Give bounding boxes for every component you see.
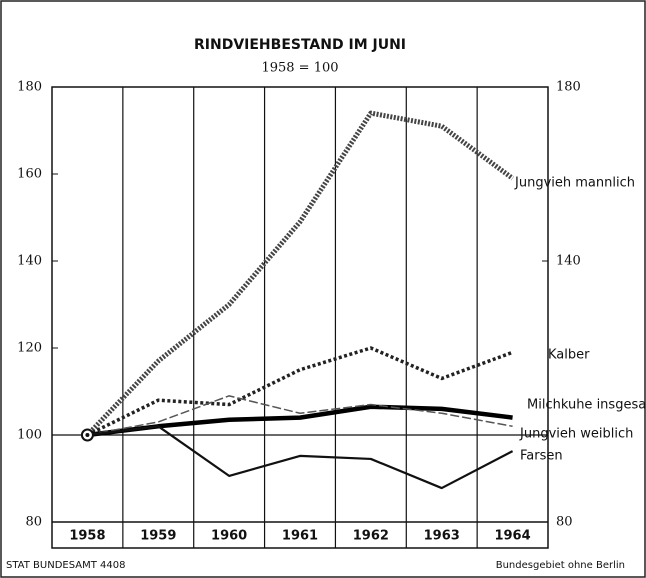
footer-right: Bundesgebiet ohne Berlin	[496, 560, 625, 571]
series-label: Kalber	[548, 348, 590, 363]
y2-tick-label: 80	[556, 515, 573, 530]
y2-tick-label: 180	[556, 80, 581, 95]
chart-title: RINDVIEHBESTAND IM JUNI	[194, 37, 406, 53]
chart-subtitle: 1958 = 100	[261, 61, 338, 76]
x-tick-label: 1960	[211, 529, 247, 544]
x-tick-label: 1961	[282, 529, 318, 544]
x-tick-label: 1959	[140, 529, 176, 544]
y-tick-label: 80	[25, 515, 42, 530]
y-tick-label: 180	[17, 80, 42, 95]
series-label: Farsen	[520, 449, 563, 464]
series-line	[87, 404, 513, 438]
origin-dot	[85, 433, 90, 437]
y2-tick-label: 140	[556, 254, 581, 269]
plot-frame	[51, 86, 549, 549]
x-tick-label: 1958	[69, 529, 105, 544]
y-tick-label: 100	[17, 428, 42, 443]
series-line	[85, 110, 515, 437]
series-label: Milchkuhe insgesamt	[527, 398, 646, 413]
series-label: Jungvieh mannlich	[514, 176, 635, 191]
x-tick-label: 1962	[353, 529, 389, 544]
x-tick-label: 1964	[494, 529, 530, 544]
y-tick-label: 140	[17, 254, 42, 269]
series-label: Jungvieh weiblich	[519, 427, 633, 442]
footer-left: STAT BUNDESAMT 4408	[6, 560, 125, 571]
y-tick-label: 120	[17, 341, 42, 356]
series-line	[87, 395, 513, 436]
series-line	[87, 425, 514, 490]
y-tick-label: 160	[17, 167, 42, 182]
x-tick-label: 1963	[424, 529, 460, 544]
series-line	[86, 346, 514, 437]
